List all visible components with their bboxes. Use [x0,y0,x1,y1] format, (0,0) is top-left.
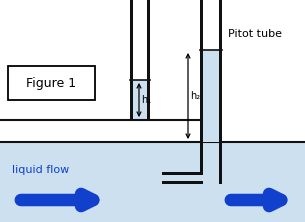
Bar [203,50,219,142]
Text: liquid flow: liquid flow [12,165,69,175]
Text: Figure 1: Figure 1 [26,77,76,89]
Bar [200,142,202,222]
Bar [200,142,203,172]
Bar [8,66,95,100]
Bar [162,172,203,184]
Bar [147,0,150,120]
Bar [130,0,133,120]
Text: Pitot tube: Pitot tube [228,29,282,39]
Bar [219,142,222,184]
Bar [222,142,305,222]
Bar [0,142,305,222]
Bar [219,0,222,142]
Text: h₁: h₁ [141,95,151,105]
Bar [0,120,202,142]
Bar [133,80,147,120]
Bar [165,175,203,181]
Bar [162,172,165,184]
Bar [200,0,203,142]
Text: h₂: h₂ [190,91,200,101]
Bar [162,175,165,181]
